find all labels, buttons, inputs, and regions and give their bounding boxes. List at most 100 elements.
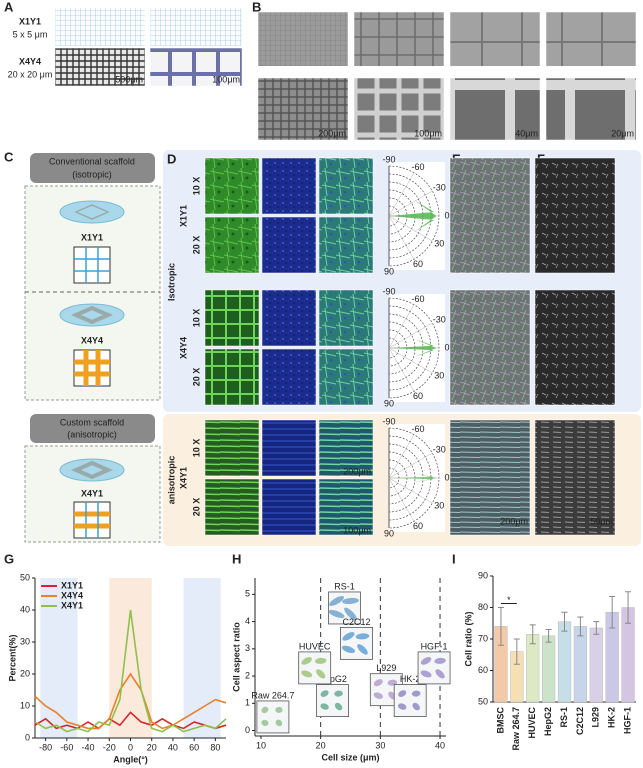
polar-tick-label: 60: [413, 391, 423, 401]
y-axis-label: Percent(%): [7, 634, 17, 681]
bar: [542, 635, 556, 703]
panel-letter: C: [4, 149, 14, 164]
polar-ring: [388, 305, 432, 391]
x-tick-label: 30: [375, 740, 385, 750]
point-label: C2C12: [342, 617, 370, 627]
legend-label: X4Y1: [61, 600, 83, 610]
micrograph: [318, 216, 374, 274]
header-text: Conventional scaffold: [49, 156, 135, 166]
cell-shape: [342, 632, 355, 641]
polar-tick: [388, 347, 433, 374]
y-tick-label: 50: [478, 696, 488, 706]
error-bar: [561, 611, 568, 632]
group-label: anisotropic: [166, 456, 176, 505]
group-label: Isotropic: [166, 263, 176, 301]
error-bar: [625, 591, 632, 624]
y-axis-label: Cell aspect ratio: [231, 622, 241, 692]
bar: [557, 621, 572, 703]
x-tick-label: 40: [435, 740, 445, 750]
scaffold-size: 5 x 5 μm: [13, 29, 48, 39]
cell-image: [256, 700, 290, 734]
x-tick-label: -80: [39, 742, 52, 752]
sem-info-bar: [258, 66, 348, 74]
x-tick-label: BMSC: [495, 707, 505, 734]
polar-tick: [388, 347, 415, 392]
scaffold-mesh: [71, 305, 113, 325]
scaffold-name: X4Y1: [81, 488, 103, 498]
polar-tick-label: 60: [413, 521, 423, 531]
cell-shape: [342, 597, 359, 605]
polar-tick: [388, 190, 433, 217]
y-tick-label: 50: [20, 572, 30, 582]
x-tick-label: Raw 264.7: [511, 707, 521, 751]
legend-label: X1Y1: [61, 580, 83, 590]
scaffold-name: X1Y1: [178, 205, 188, 227]
scale-bar-label: 20μm: [611, 128, 634, 138]
y-tick-label: 3: [245, 643, 250, 653]
panel-letter: D: [167, 151, 176, 166]
shaded-range: [40, 578, 78, 738]
sem-image: [449, 11, 541, 75]
polar-tick-label: -60: [411, 294, 424, 304]
cell-shape: [398, 690, 407, 697]
magnification: 20 X: [191, 498, 201, 517]
orientation-image: [449, 157, 531, 274]
point-label: Raw 264.7: [251, 690, 294, 700]
polar-tick-label: 60: [413, 259, 423, 269]
polar-tick: [388, 215, 415, 260]
header-text: (isotropic): [72, 169, 112, 179]
cell-image: [298, 651, 332, 685]
magnification: 20 X: [191, 236, 201, 255]
cell-shape: [434, 657, 446, 664]
panel-letter: H: [232, 551, 241, 566]
polar-ring: [388, 435, 432, 521]
cell-shape: [420, 670, 432, 678]
polar-ring: [388, 173, 432, 259]
scale-bar-label: 500μm: [115, 74, 143, 84]
polar-ring: [388, 451, 416, 505]
legend-label: X4Y4: [61, 590, 83, 600]
cell-shape: [314, 657, 327, 664]
micrograph: [204, 289, 260, 347]
y-tick-label: 30: [20, 636, 30, 646]
sem-image: [545, 77, 637, 141]
polar-ring: [388, 189, 416, 243]
bar: [589, 627, 603, 703]
shaded-range: [183, 578, 221, 738]
scaffold-mesh: [74, 204, 110, 220]
micrograph: [261, 478, 317, 536]
micrograph: [318, 478, 374, 536]
significance-label: *: [507, 595, 511, 605]
polar-tick-label: 0: [444, 210, 449, 220]
x-tick-label: 20: [316, 740, 326, 750]
vector-image: [534, 289, 616, 406]
cell-shape: [373, 692, 383, 699]
polar-tick-label: -90: [382, 154, 395, 164]
cell-shape: [301, 670, 313, 678]
polar-tick: [388, 172, 415, 217]
scaffold-disc: [59, 200, 125, 224]
polar-tick-label: 90: [384, 398, 394, 408]
cell-image: [316, 684, 349, 717]
panel-letter: I: [452, 551, 456, 566]
polar-tick-label: -60: [411, 424, 424, 434]
bar: [573, 626, 587, 703]
polar-tick-label: 0: [444, 342, 449, 352]
cell-shape: [411, 690, 421, 697]
cell-shape: [334, 690, 343, 697]
y-tick-label: 2: [245, 670, 250, 680]
header-text: Custom scaffold: [60, 417, 124, 427]
scaffold-name: X1Y1: [19, 16, 41, 26]
series-line: [34, 672, 227, 730]
shaded-range: [109, 578, 152, 738]
vector-image: [534, 157, 616, 274]
custom-header: [30, 414, 155, 443]
scale-bar-label: 200μm: [343, 466, 371, 476]
point-label: HUVEC: [299, 641, 331, 651]
optical-image: [149, 7, 243, 47]
micrograph: [318, 289, 374, 347]
x-tick-label: RS-1: [559, 707, 569, 728]
panel-letter: A: [4, 0, 14, 14]
scale-bar-label: 50μm: [590, 516, 613, 526]
cell-shape: [398, 703, 407, 710]
